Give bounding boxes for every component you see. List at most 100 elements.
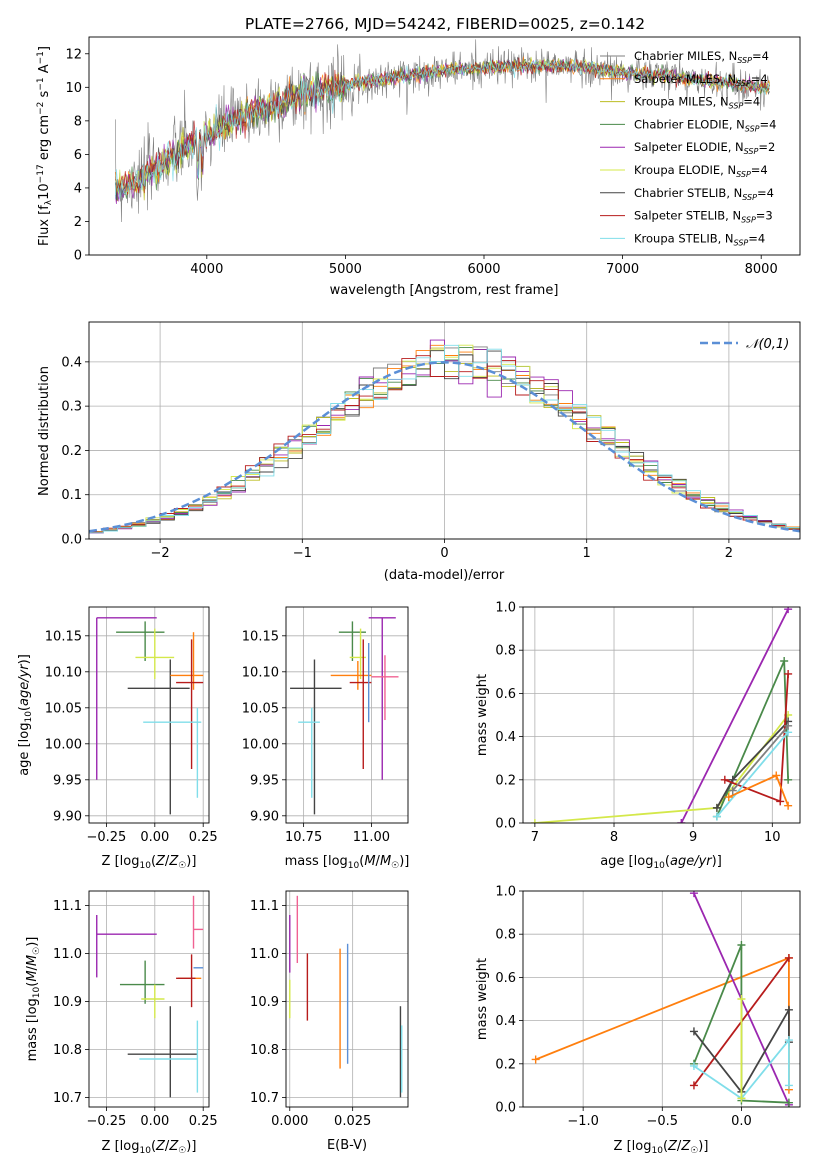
residuals-ylabel: Normed distribution xyxy=(37,366,52,496)
y-tick-label: 10.7 xyxy=(250,1091,279,1106)
residuals-xlabel: (data-model)/error xyxy=(384,568,505,583)
x-tick-label: 7 xyxy=(531,830,539,845)
mass-vs-EBV-panel: 0.000 0.025 10.7 10.8 10.9 11.0 11.1 E(B-V) xyxy=(250,890,409,1153)
mass-weight-line xyxy=(693,1006,790,1094)
age-vs-Z-panel: −0.25 0.00 0.25 9.90 9.95 10.00 10.05 10.10 10.1… xyxy=(17,606,218,871)
mass-weight-marker xyxy=(737,941,746,949)
mass-weight-marker xyxy=(728,786,737,795)
x-tick-label: −0.25 xyxy=(86,830,126,845)
mass-weight-line xyxy=(716,731,789,818)
x-tick-label: 0.00 xyxy=(140,1114,169,1129)
y-tick-label: 10.10 xyxy=(45,665,82,680)
y-tick-label: 10.05 xyxy=(242,701,279,716)
y-tick-label: 8 xyxy=(74,114,82,129)
legend-entry: Salpeter STELIB, NSSP=3 xyxy=(634,209,773,225)
y-tick-label: 9.95 xyxy=(250,773,279,788)
y-tick-label: 1.0 xyxy=(495,885,516,900)
weight-vs-Z-xlabel: Z [log10(Z/Z☉)] xyxy=(614,1139,709,1156)
mass-weight-marker xyxy=(737,1094,746,1103)
x-tick-label: 0.25 xyxy=(189,1114,218,1129)
x-tick-label: 4000 xyxy=(190,262,223,277)
legend-entry: Kroupa MILES, NSSP=4 xyxy=(634,95,760,111)
weight-vs-Z-axes-frame xyxy=(522,890,801,1108)
x-tick-label: 9 xyxy=(689,830,697,845)
y-tick-label: 12 xyxy=(65,47,82,62)
mass-vs-Z-ticks: −0.25 0.00 0.25 10.7 10.8 10.9 11.0 11.1 xyxy=(53,899,218,1129)
mass-weight-marker xyxy=(784,801,793,810)
legend-entry: Chabrier MILES, NSSP=4 xyxy=(634,49,769,65)
model-spectrum-line xyxy=(114,57,770,195)
mass-weight-marker xyxy=(784,1005,793,1014)
residual-histogram-line xyxy=(89,350,800,533)
y-tick-label: 10.9 xyxy=(250,995,279,1010)
y-tick-label: 0.2 xyxy=(61,444,82,459)
mass-weight-marker xyxy=(780,657,789,665)
mass-weight-line xyxy=(732,725,789,792)
mass-vs-EBV-plot-area xyxy=(289,895,403,1098)
y-tick-label: 1.0 xyxy=(495,601,516,616)
age-vs-mass-plot-area xyxy=(290,617,399,815)
figure-title: PLATE=2766, MJD=54242, FIBERID=0025, z=0… xyxy=(245,15,645,33)
x-tick-label: 0.0 xyxy=(731,1114,752,1129)
y-tick-label: 9.90 xyxy=(53,809,82,824)
mass-vs-Z-panel: −0.25 0.00 0.25 10.7 10.8 10.9 11.0 11.1 Z [log… xyxy=(25,890,218,1156)
x-tick-label: −1 xyxy=(293,546,312,561)
y-tick-label: 0.8 xyxy=(495,644,516,659)
mass-weight-marker xyxy=(784,1098,793,1107)
y-tick-label: 0.4 xyxy=(61,355,82,370)
legend-entry: Salpeter MILES, NSSP=4 xyxy=(634,72,768,88)
x-tick-label: 11.00 xyxy=(353,830,390,845)
y-tick-label: 6 xyxy=(74,148,82,163)
y-tick-label: 10.00 xyxy=(242,737,279,752)
y-tick-label: 0.6 xyxy=(495,687,516,702)
spectrum-ticks: 4000 5000 6000 7000 8000 0 2 4 6 8 10 12 xyxy=(65,47,777,277)
mass-weight-marker xyxy=(772,771,781,780)
spectrum-axes-frame xyxy=(88,36,801,256)
y-tick-label: 10.10 xyxy=(242,665,279,680)
y-tick-label: 0.2 xyxy=(495,773,516,788)
age-vs-Z-ticks: −0.25 0.00 0.25 9.90 9.95 10.00 10.05 10.10 10.1… xyxy=(45,629,218,845)
mass-weight-marker xyxy=(784,953,793,962)
residuals-legend-label: 𝒩(0,1) xyxy=(746,337,789,352)
weight-vs-Z-panel: −1.0 −0.5 0.0 0.0 0.2 0.4 0.6 0.8 1.0 Z [log10(Z… xyxy=(475,885,801,1156)
weight-vs-Z-ylabel: mass weight xyxy=(475,958,490,1040)
mass-vs-Z-xlabel: Z [log10(Z/Z☉)] xyxy=(102,1139,197,1156)
mass-weight-marker xyxy=(720,775,729,784)
weight-vs-age-plot-area xyxy=(530,607,793,823)
x-tick-label: 0.00 xyxy=(140,830,169,845)
mass-weight-marker xyxy=(724,793,733,802)
x-tick-label: 0.025 xyxy=(334,1114,371,1129)
mass-weight-line xyxy=(693,1037,790,1100)
weight-vs-age-xlabel: age [log10(age/yr)] xyxy=(600,854,722,871)
y-tick-label: 0.4 xyxy=(495,1014,516,1029)
y-tick-label: 4 xyxy=(74,181,82,196)
age-vs-Z-axes-frame xyxy=(88,606,210,824)
weight-vs-age-panel: 7 8 9 10 0.0 0.2 0.4 0.6 0.8 1.0 age [log10(age/y… xyxy=(475,601,801,871)
spectrum-legend: Chabrier MILES, NSSP=4 Salpeter MILES, NS… xyxy=(600,49,776,247)
age-vs-mass-grid xyxy=(286,607,408,823)
weight-vs-age-ticks: 7 8 9 10 0.0 0.2 0.4 0.6 0.8 1.0 xyxy=(495,601,780,846)
y-tick-label: 10.00 xyxy=(45,737,82,752)
mass-vs-EBV-axes-frame xyxy=(285,890,409,1108)
residuals-plot-area xyxy=(89,339,800,534)
y-tick-label: 0.0 xyxy=(495,817,516,832)
legend-entry: Salpeter ELODIE, NSSP=2 xyxy=(634,140,775,156)
mass-vs-EBV-xlabel: E(B-V) xyxy=(327,1138,367,1153)
y-tick-label: 10.15 xyxy=(242,629,279,644)
model-spectrum-line xyxy=(114,56,770,195)
y-tick-label: 11.0 xyxy=(250,947,279,962)
y-tick-label: 0.3 xyxy=(61,400,82,415)
mass-weight-marker xyxy=(677,819,686,823)
mass-weight-marker xyxy=(784,775,793,784)
x-tick-label: 10 xyxy=(764,830,781,845)
mass-weight-marker xyxy=(689,891,698,898)
mass-weight-marker xyxy=(689,1027,698,1036)
weight-vs-age-axes-frame xyxy=(522,606,801,824)
weight-vs-Z-plot-area xyxy=(531,891,793,1107)
x-tick-label: 5000 xyxy=(329,262,362,277)
residuals-ticks: −2 −1 0 1 2 0.0 0.1 0.2 0.3 0.4 xyxy=(61,355,733,561)
mass-weight-line xyxy=(680,608,789,823)
legend-entry: Kroupa STELIB, NSSP=4 xyxy=(634,231,765,247)
mass-weight-marker xyxy=(737,995,746,1003)
mass-weight-marker xyxy=(712,803,721,812)
